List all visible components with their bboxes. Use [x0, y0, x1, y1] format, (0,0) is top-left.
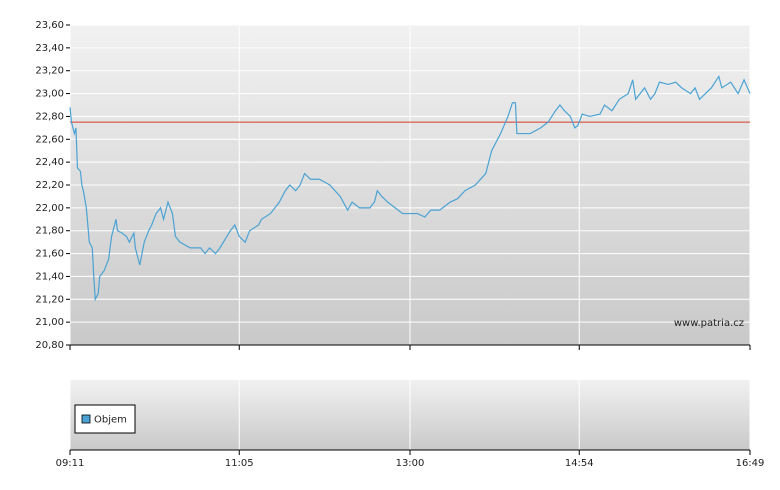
price-line	[69, 74, 751, 302]
y-tick-label: 21,20	[35, 294, 64, 305]
y-tick-label: 21,60	[35, 249, 64, 260]
y-tick-label: 21,00	[35, 317, 64, 328]
y-tick-label: 23,40	[35, 43, 64, 54]
legend-swatch	[81, 414, 91, 424]
y-tick-label: 20,80	[35, 340, 64, 351]
x-tick-label: 11:05	[225, 458, 254, 469]
x-tick-label: 14:54	[565, 458, 594, 469]
x-tick-label: 13:00	[396, 458, 425, 469]
y-tick-label: 23,00	[35, 89, 64, 100]
y-tick-label: 22,40	[35, 157, 64, 168]
y-tick-label: 22,00	[35, 203, 64, 214]
y-tick-label: 22,80	[35, 111, 64, 122]
y-tick-label: 22,60	[35, 134, 64, 145]
y-tick-label: 22,20	[35, 180, 64, 191]
x-tick-label: 16:49	[736, 458, 765, 469]
y-tick-label: 21,80	[35, 226, 64, 237]
legend-label: Objem	[94, 415, 127, 426]
y-tick-label: 23,60	[35, 20, 64, 31]
watermark: www.patria.cz	[674, 318, 744, 329]
y-tick-label: 23,20	[35, 66, 64, 77]
x-tick-label: 09:11	[56, 458, 85, 469]
y-tick-label: 21,40	[35, 271, 64, 282]
